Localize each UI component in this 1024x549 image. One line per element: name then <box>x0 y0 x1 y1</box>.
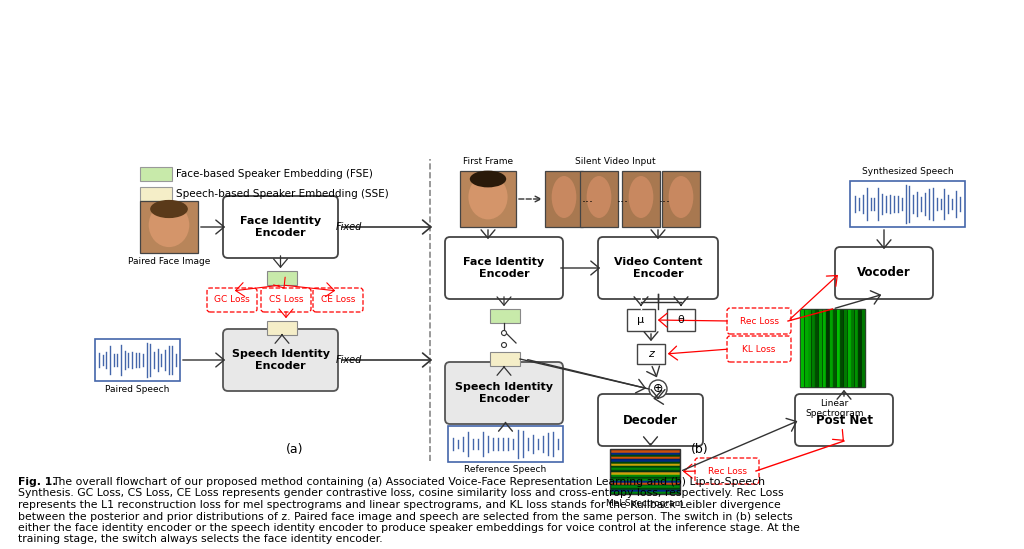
Text: CS Loss: CS Loss <box>268 295 303 305</box>
Text: ...: ... <box>582 193 594 205</box>
FancyBboxPatch shape <box>727 336 791 362</box>
Text: Speech Identity
Encoder: Speech Identity Encoder <box>455 382 553 404</box>
Text: GC Loss: GC Loss <box>214 295 250 305</box>
Ellipse shape <box>629 176 653 218</box>
Bar <box>490 352 520 366</box>
Text: Silent Video Input: Silent Video Input <box>574 156 655 165</box>
Text: Mel Spectrogram: Mel Spectrogram <box>606 498 684 507</box>
FancyBboxPatch shape <box>727 308 791 334</box>
Text: Speech Identity
Encoder: Speech Identity Encoder <box>231 349 330 371</box>
Text: Synthesized Speech: Synthesized Speech <box>861 166 953 176</box>
Circle shape <box>649 380 667 398</box>
Text: training stage, the switch always selects the face identity encoder.: training stage, the switch always select… <box>18 535 383 545</box>
Text: CE Loss: CE Loss <box>321 295 355 305</box>
Bar <box>622 171 660 227</box>
Bar <box>460 171 516 227</box>
Bar <box>627 309 655 331</box>
Text: Linear
Spectrogram: Linear Spectrogram <box>805 399 864 418</box>
Text: Face Identity
Encoder: Face Identity Encoder <box>240 216 322 238</box>
Text: ...: ... <box>617 193 629 205</box>
Text: Reference Speech: Reference Speech <box>464 466 547 474</box>
Text: Synthesis. GC Loss, CS Loss, CE Loss represents gender contrastive loss, cosine : Synthesis. GC Loss, CS Loss, CE Loss rep… <box>18 489 783 498</box>
Bar <box>140 167 172 181</box>
FancyBboxPatch shape <box>261 288 311 312</box>
Text: KL Loss: KL Loss <box>742 345 776 354</box>
Text: Speech-based Speaker Embedding (SSE): Speech-based Speaker Embedding (SSE) <box>176 189 389 199</box>
Text: ...: ... <box>659 193 671 205</box>
Bar <box>140 201 198 253</box>
Bar <box>637 344 665 364</box>
Text: ⊕: ⊕ <box>652 383 664 395</box>
Text: Fixed: Fixed <box>336 355 362 365</box>
Text: (a): (a) <box>287 442 304 456</box>
FancyBboxPatch shape <box>223 196 338 258</box>
Circle shape <box>502 330 507 335</box>
Text: Paired Face Image: Paired Face Image <box>128 256 210 266</box>
Bar <box>449 426 563 462</box>
Text: represents the L1 reconstruction loss for mel spectrograms and linear spectrogra: represents the L1 reconstruction loss fo… <box>18 500 780 510</box>
Bar <box>267 321 297 335</box>
Text: μ: μ <box>637 315 644 325</box>
FancyBboxPatch shape <box>445 362 563 424</box>
Bar <box>140 187 172 201</box>
Bar <box>850 181 965 227</box>
FancyBboxPatch shape <box>795 394 893 446</box>
Text: Fixed: Fixed <box>336 222 362 232</box>
FancyBboxPatch shape <box>445 237 563 299</box>
FancyBboxPatch shape <box>598 237 718 299</box>
Bar <box>610 449 680 494</box>
Circle shape <box>502 343 507 348</box>
Ellipse shape <box>552 176 577 218</box>
Bar <box>95 339 180 381</box>
FancyBboxPatch shape <box>313 288 362 312</box>
Text: The overall flowchart of our proposed method containing (a) Associated Voice-Fac: The overall flowchart of our proposed me… <box>52 477 765 487</box>
FancyBboxPatch shape <box>835 247 933 299</box>
Text: First Frame: First Frame <box>463 156 513 165</box>
Bar <box>667 309 695 331</box>
Ellipse shape <box>148 203 189 247</box>
Text: Face-based Speaker Embedding (FSE): Face-based Speaker Embedding (FSE) <box>176 169 373 179</box>
Text: θ: θ <box>678 315 684 325</box>
Text: Decoder: Decoder <box>623 413 678 427</box>
Ellipse shape <box>669 176 693 218</box>
Text: (b): (b) <box>691 442 709 456</box>
Ellipse shape <box>468 175 508 220</box>
Bar <box>580 171 618 227</box>
Text: Rec Loss: Rec Loss <box>739 317 778 326</box>
Ellipse shape <box>587 176 611 218</box>
Bar <box>800 309 865 387</box>
FancyBboxPatch shape <box>598 394 703 446</box>
FancyBboxPatch shape <box>223 329 338 391</box>
Bar <box>545 171 583 227</box>
Text: between the posterior and prior distributions of z. Paired face image and speech: between the posterior and prior distribu… <box>18 512 793 522</box>
Text: Paired Speech: Paired Speech <box>105 384 170 394</box>
FancyBboxPatch shape <box>207 288 257 312</box>
Text: Rec Loss: Rec Loss <box>708 467 746 475</box>
Ellipse shape <box>151 200 187 218</box>
Text: Fig. 1.: Fig. 1. <box>18 477 56 487</box>
Text: Video Content
Encoder: Video Content Encoder <box>613 257 702 279</box>
Bar <box>490 309 520 323</box>
FancyBboxPatch shape <box>695 458 759 484</box>
Bar <box>662 171 700 227</box>
Text: Face Identity
Encoder: Face Identity Encoder <box>464 257 545 279</box>
Text: either the face identity encoder or the speech identity encoder to produce speak: either the face identity encoder or the … <box>18 523 800 533</box>
Bar <box>267 271 297 285</box>
Ellipse shape <box>470 171 506 187</box>
Text: Post Net: Post Net <box>815 413 872 427</box>
Text: z: z <box>648 349 654 359</box>
Text: Vocoder: Vocoder <box>857 266 911 279</box>
